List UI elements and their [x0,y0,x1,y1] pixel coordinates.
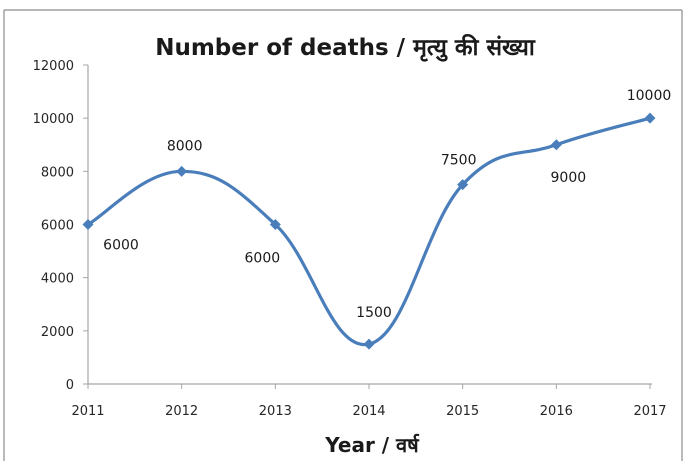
y-tick-label: 10000 [33,112,74,127]
x-tick-label: 2011 [71,404,104,419]
data-point-marker [457,179,469,191]
y-tick-label: 12000 [33,59,74,74]
y-tick-label: 2000 [41,325,74,340]
data-point-marker [644,112,656,124]
data-label: 6000 [103,238,139,254]
x-tick-label: 2015 [446,404,479,419]
x-tick-label: 2012 [165,404,198,419]
data-point-marker [269,219,281,230]
data-point-marker [363,338,375,350]
plot-area [82,112,656,350]
y-tick-group: 0 2000 4000 6000 8000 10000 12000 [33,59,88,393]
chart-border [3,9,683,461]
y-tick-label: 0 [66,378,74,393]
y-tick-label: 4000 [41,272,74,287]
data-label: 6000 [245,251,281,267]
y-tick-label: 8000 [41,165,74,180]
data-point-marker [82,219,94,230]
x-tick-label: 2013 [259,404,292,419]
data-label-group: 6000 8000 6000 1500 7500 9000 10000 [103,88,671,321]
data-label: 1500 [356,305,392,321]
data-label: 7500 [441,153,477,169]
chart-title: Number of deaths / मृत्यु की संख्या [155,33,536,62]
x-tick-label: 2017 [633,404,666,419]
data-label: 8000 [167,138,203,154]
x-tick-label: 2016 [540,404,573,419]
data-label: 9000 [551,170,587,186]
data-point-marker [550,139,562,151]
x-tick-group: 2011 2012 2013 2014 2015 2016 2017 [71,384,667,419]
data-point-marker [176,165,188,177]
x-tick-label: 2014 [352,404,385,419]
x-axis-title: Year / वर्ष [324,433,420,457]
y-tick-label: 6000 [41,219,74,234]
data-label: 10000 [627,88,672,104]
